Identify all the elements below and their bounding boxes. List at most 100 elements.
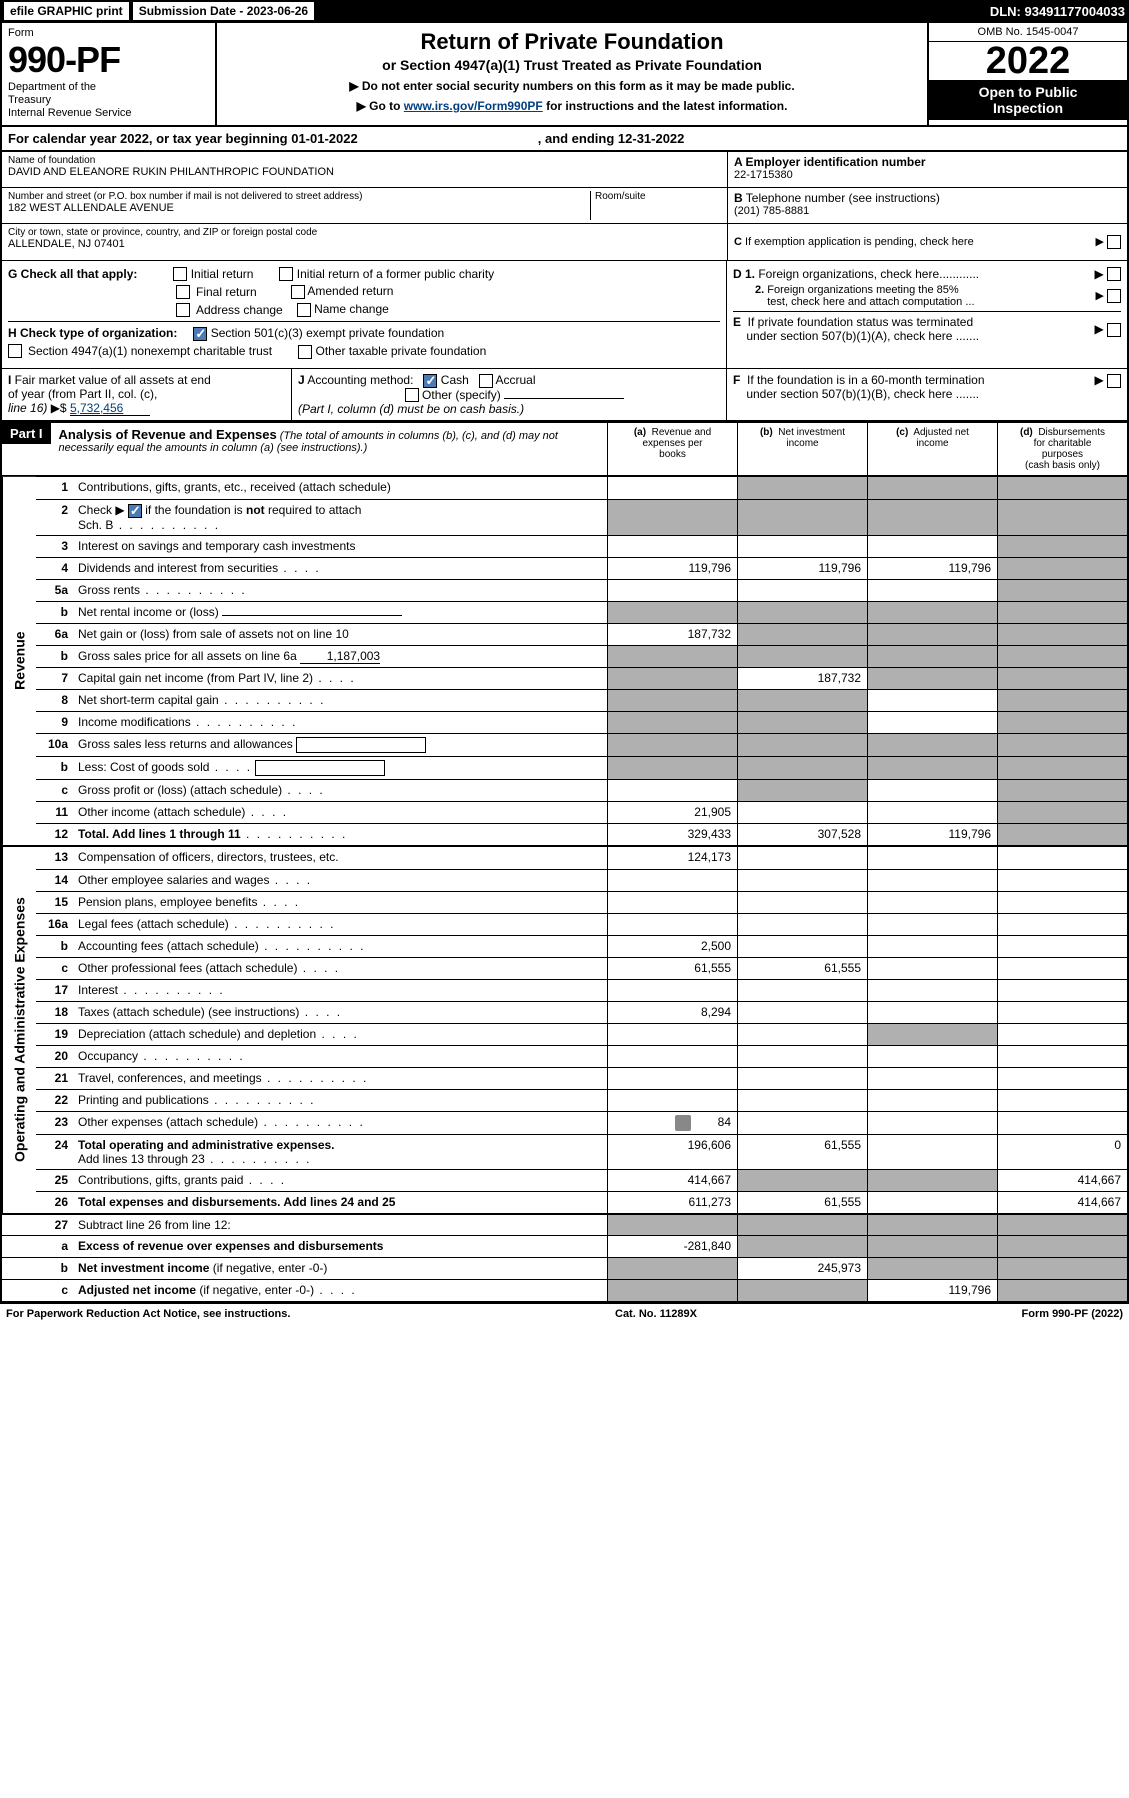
line-5b: Net rental income or (loss) — [74, 602, 607, 623]
line-27b: Net investment income (if negative, ente… — [74, 1258, 607, 1279]
line-23: Other expenses (attach schedule) — [74, 1112, 607, 1134]
line-16b: Accounting fees (attach schedule) — [74, 936, 607, 957]
line-19: Depreciation (attach schedule) and deple… — [74, 1024, 607, 1045]
line-2-checkbox[interactable] — [128, 504, 142, 518]
line-2: Check ▶ if the foundation is not require… — [74, 500, 607, 535]
part-1-header: Part I Analysis of Revenue and Expenses … — [0, 422, 1129, 477]
h-4947-checkbox[interactable] — [8, 344, 22, 358]
j-other-checkbox[interactable] — [405, 388, 419, 402]
line-11: Other income (attach schedule) — [74, 802, 607, 823]
col-a-header: (a) Revenue andexpenses perbooks — [607, 423, 737, 475]
line-27a: Excess of revenue over expenses and disb… — [74, 1236, 607, 1257]
g-name-change-checkbox[interactable] — [297, 303, 311, 317]
line-7: Capital gain net income (from Part IV, l… — [74, 668, 607, 689]
phone-value: (201) 785-8881 — [734, 205, 1121, 217]
form-subtitle: or Section 4947(a)(1) Trust Treated as P… — [223, 57, 921, 73]
d2-checkbox[interactable] — [1107, 289, 1121, 303]
line-20: Occupancy — [74, 1046, 607, 1067]
line-9: Income modifications — [74, 712, 607, 733]
e-label: E If private foundation status was termi… — [733, 315, 979, 343]
room-suite-label: Room/suite — [591, 191, 721, 220]
check-area: G Check all that apply: Initial return I… — [0, 261, 1129, 369]
g-address-change-checkbox[interactable] — [176, 303, 190, 317]
cat-no: Cat. No. 11289X — [615, 1308, 697, 1320]
line-16c: Other professional fees (attach schedule… — [74, 958, 607, 979]
line-14: Other employee salaries and wages — [74, 870, 607, 891]
line-18: Taxes (attach schedule) (see instruction… — [74, 1002, 607, 1023]
g-amended-checkbox[interactable] — [291, 285, 305, 299]
form-label: Form — [8, 27, 209, 39]
line-6a: Net gain or (loss) from sale of assets n… — [74, 624, 607, 645]
instr-2: ▶ Go to www.irs.gov/Form990PF for instru… — [223, 99, 921, 113]
footer: For Paperwork Reduction Act Notice, see … — [0, 1303, 1129, 1324]
line-5a: Gross rents — [74, 580, 607, 601]
paperwork-notice: For Paperwork Reduction Act Notice, see … — [6, 1308, 290, 1320]
line-21: Travel, conferences, and meetings — [74, 1068, 607, 1089]
line-26: Total expenses and disbursements. Add li… — [74, 1192, 607, 1213]
d1-checkbox[interactable] — [1107, 267, 1121, 281]
line-8: Net short-term capital gain — [74, 690, 607, 711]
i-label: I Fair market value of all assets at end… — [8, 373, 211, 415]
line-3: Interest on savings and temporary cash i… — [74, 536, 607, 557]
ijf-row: I Fair market value of all assets at end… — [0, 369, 1129, 423]
city-value: ALLENDALE, NJ 07401 — [8, 238, 721, 250]
line-27c: Adjusted net income (if negative, enter … — [74, 1280, 607, 1301]
department-label: Department of theTreasuryInternal Revenu… — [8, 81, 209, 121]
g-initial-former-checkbox[interactable] — [279, 267, 293, 281]
address-value: 182 WEST ALLENDALE AVENUE — [8, 202, 590, 214]
name-label: Name of foundation — [8, 155, 721, 166]
h-other-taxable-checkbox[interactable] — [298, 345, 312, 359]
revenue-side-label: Revenue — [2, 477, 36, 845]
phone-label: B Telephone number (see instructions) — [734, 191, 1121, 205]
open-public-label: Open to PublicInspection — [929, 80, 1127, 120]
h-label: H Check type of organization: — [8, 326, 177, 340]
line-1: Contributions, gifts, grants, etc., rece… — [74, 477, 607, 499]
expenses-side-label: Operating and Administrative Expenses — [2, 847, 36, 1213]
line-15: Pension plans, employee benefits — [74, 892, 607, 913]
line-10c: Gross profit or (loss) (attach schedule) — [74, 780, 607, 801]
c-checkbox[interactable] — [1107, 235, 1121, 249]
form-ref: Form 990-PF (2022) — [1022, 1308, 1124, 1320]
efile-print-button[interactable]: efile GRAPHIC print — [4, 2, 129, 20]
address-label: Number and street (or P.O. box number if… — [8, 191, 590, 202]
submission-date: Submission Date - 2023-06-26 — [133, 2, 314, 20]
col-c-header: (c) Adjusted netincome — [867, 423, 997, 475]
f-checkbox[interactable] — [1107, 374, 1121, 388]
j-label: J Accounting method: — [298, 373, 413, 387]
g-label: G Check all that apply: — [8, 267, 137, 281]
col-d-header: (d) Disbursementsfor charitablepurposes(… — [997, 423, 1127, 475]
top-bar: efile GRAPHIC print Submission Date - 20… — [0, 0, 1129, 22]
part-1-table: Revenue 1Contributions, gifts, grants, e… — [0, 477, 1129, 1303]
f-label: F If the foundation is in a 60-month ter… — [733, 373, 985, 401]
j-cash-checkbox[interactable] — [423, 374, 437, 388]
h-501c3-checkbox[interactable] — [193, 327, 207, 341]
line-17: Interest — [74, 980, 607, 1001]
part-1-badge: Part I — [2, 423, 51, 444]
line-4: Dividends and interest from securities — [74, 558, 607, 579]
line-10b: Less: Cost of goods sold — [74, 757, 607, 779]
line-12: Total. Add lines 1 through 11 — [74, 824, 607, 845]
j-note: (Part I, column (d) must be on cash basi… — [298, 402, 524, 416]
ein-value: 22-1715380 — [734, 169, 1121, 181]
line-6b: Gross sales price for all assets on line… — [74, 646, 607, 667]
ein-label: A Employer identification number — [734, 155, 1121, 169]
city-label: City or town, state or province, country… — [8, 227, 721, 238]
form-title: Return of Private Foundation — [223, 29, 921, 55]
instr-1: ▶ Do not enter social security numbers o… — [223, 79, 921, 93]
line-24: Total operating and administrative expen… — [74, 1135, 607, 1169]
d2-label: 2. Foreign organizations meeting the 85%… — [733, 284, 975, 308]
tax-year: 2022 — [929, 42, 1127, 80]
g-initial-return-checkbox[interactable] — [173, 267, 187, 281]
foundation-name: DAVID AND ELEANORE RUKIN PHILANTHROPIC F… — [8, 166, 721, 178]
dln-label: DLN: 93491177004033 — [990, 4, 1125, 19]
c-label: C If exemption application is pending, c… — [734, 236, 974, 248]
line-22: Printing and publications — [74, 1090, 607, 1111]
attachment-icon[interactable] — [675, 1115, 691, 1131]
irs-link[interactable]: www.irs.gov/Form990PF — [404, 99, 543, 113]
g-final-return-checkbox[interactable] — [176, 285, 190, 299]
line-13: Compensation of officers, directors, tru… — [74, 847, 607, 869]
line-10a: Gross sales less returns and allowances — [74, 734, 607, 756]
e-checkbox[interactable] — [1107, 323, 1121, 337]
col-b-header: (b) Net investmentincome — [737, 423, 867, 475]
j-accrual-checkbox[interactable] — [479, 374, 493, 388]
